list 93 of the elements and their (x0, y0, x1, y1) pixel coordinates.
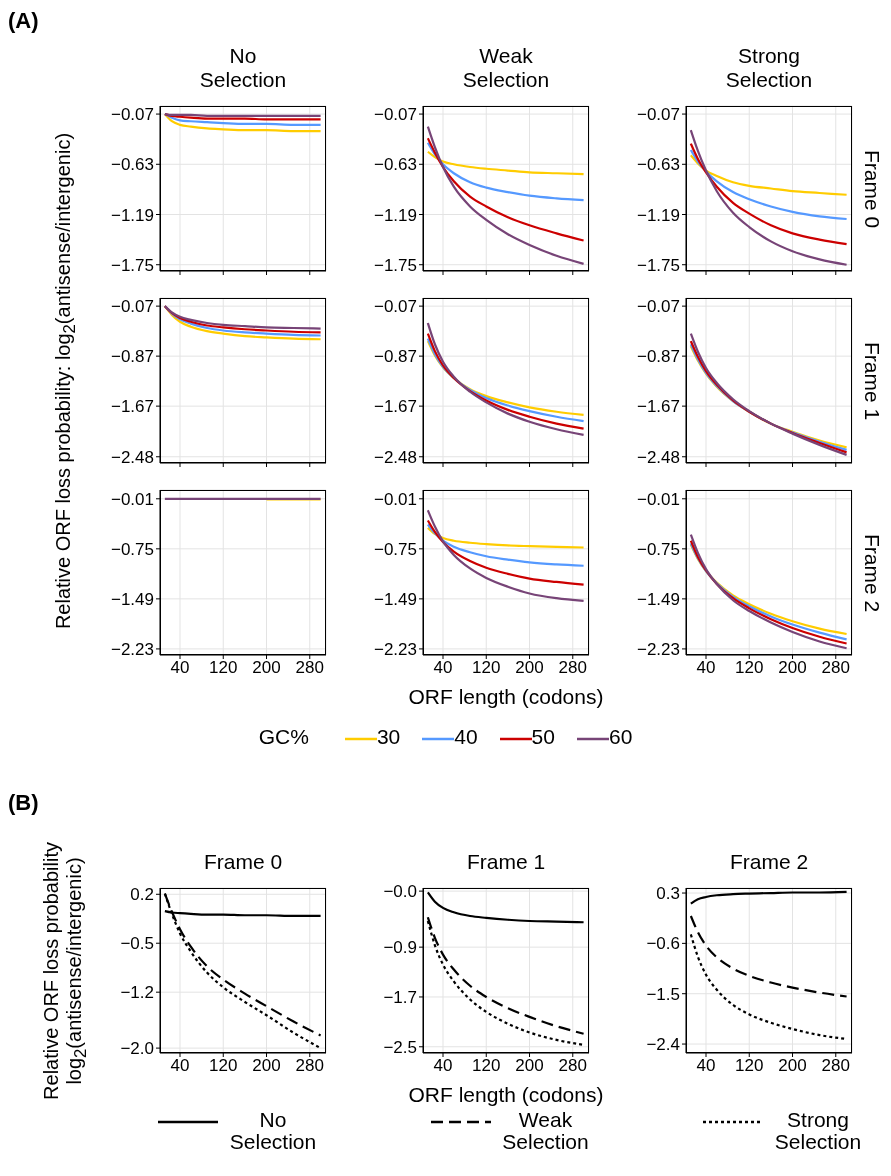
x-axis-title: ORF length (codons) (408, 685, 604, 708)
chart-title: Frame 0 (203, 850, 283, 873)
y-tick-label: −0.75 (110, 539, 154, 559)
legend-label: 60 (608, 725, 633, 748)
x-tick-label: 200 (515, 658, 544, 678)
x-axis-title: ORF length (codons) (408, 1083, 604, 1106)
legend-title: GC% (258, 725, 309, 748)
text: (A) (8, 8, 39, 33)
y-tick-label: −0.07 (636, 105, 680, 125)
y-tick-label: −2.23 (373, 639, 417, 659)
y-tick-label: −0.01 (636, 489, 680, 509)
y-tick-label: −1.49 (110, 589, 154, 609)
x-tick-label: 40 (170, 1056, 190, 1076)
chart-title: No Selection (199, 44, 287, 91)
y-tick-label: −0.87 (373, 347, 417, 367)
chart-title: Frame 2 (729, 850, 809, 873)
y-tick-label: −1.7 (383, 988, 417, 1007)
x-tick-label: 280 (821, 658, 850, 678)
x-tick-label: 40 (433, 1056, 453, 1076)
y-tick-label: −0.63 (373, 155, 417, 175)
y-tick-label: −0.9 (383, 938, 417, 958)
y-tick-label: −1.2 (120, 983, 154, 1003)
x-tick-label: 40 (433, 658, 453, 678)
text: (B) (8, 790, 39, 815)
y-tick-label: −0.87 (636, 347, 680, 367)
y-tick-label: −0.6 (646, 934, 680, 954)
chart-title: Frame 1 (466, 850, 546, 873)
legend-label: No Selection (229, 1108, 317, 1153)
x-tick-label: 120 (472, 1056, 501, 1076)
x-tick-label: 40 (696, 658, 716, 678)
y-tick-label: −2.48 (636, 447, 680, 467)
x-tick-label: 200 (252, 658, 281, 678)
x-tick-label: 40 (170, 658, 190, 678)
x-tick-label: 280 (558, 1056, 587, 1076)
y-tick-label: −1.67 (110, 397, 154, 417)
y-tick-label: −2.23 (110, 639, 154, 659)
x-tick-label: 200 (252, 1056, 281, 1076)
y-tick-label: −0.75 (636, 539, 680, 559)
x-tick-label: 280 (295, 1056, 324, 1076)
y-tick-label: −1.19 (636, 205, 680, 225)
y2-axis-title: Frame 0 (861, 149, 884, 228)
y2-axis-title: Frame 2 (861, 533, 884, 612)
chart-title: Strong Selection (725, 44, 813, 91)
y-tick-label: −0.75 (373, 539, 417, 559)
legend-label: 40 (454, 725, 478, 748)
y-tick-label: −0.0 (383, 882, 417, 902)
y-tick-label: −1.75 (373, 255, 417, 275)
x-tick-label: 200 (515, 1056, 544, 1076)
y-tick-label: −0.87 (110, 347, 154, 367)
y-tick-label: −0.01 (110, 489, 154, 509)
y-tick-label: −1.67 (636, 397, 680, 417)
y-tick-label: −1.75 (110, 255, 154, 275)
x-tick-label: 120 (209, 1056, 238, 1076)
x-tick-label: 40 (696, 1056, 716, 1076)
legend-label: 30 (376, 725, 401, 748)
y-tick-label: −2.48 (373, 447, 417, 467)
y-tick-label: −2.0 (120, 1039, 154, 1059)
y-tick-label: −0.07 (373, 297, 417, 317)
y-tick-label: −1.49 (373, 589, 417, 609)
y-tick-label: −2.23 (636, 639, 680, 659)
x-tick-label: 120 (735, 1056, 764, 1076)
x-tick-label: 280 (821, 1056, 850, 1076)
legend-label: Strong Selection (774, 1108, 862, 1153)
y-tick-label: −0.07 (110, 297, 154, 317)
y-tick-label: −1.49 (636, 589, 680, 609)
x-tick-label: 280 (295, 658, 324, 678)
y-tick-label: −0.07 (110, 105, 154, 125)
x-tick-label: 120 (209, 658, 238, 678)
x-tick-label: 200 (778, 1056, 807, 1076)
y-tick-label: −0.07 (636, 297, 680, 317)
y-tick-label: −0.5 (120, 934, 154, 954)
x-tick-label: 280 (558, 658, 587, 678)
legend-label: Weak Selection (502, 1108, 589, 1153)
y-tick-label: −0.63 (110, 155, 154, 175)
y-tick-label: 0.2 (130, 885, 154, 905)
y-tick-label: −1.19 (373, 205, 417, 225)
y-tick-label: 0.3 (656, 884, 680, 904)
x-tick-label: 120 (735, 658, 764, 678)
y-tick-label: −0.07 (373, 105, 417, 125)
y-tick-label: −0.01 (373, 489, 417, 509)
y-tick-label: −2.48 (110, 447, 154, 467)
legend-label: 50 (531, 725, 555, 748)
y-tick-label: −1.5 (646, 984, 680, 1004)
y-tick-label: −0.63 (636, 155, 680, 175)
y-tick-label: −2.5 (383, 1037, 417, 1057)
y-tick-label: −1.75 (636, 255, 680, 275)
y-tick-label: −1.67 (373, 397, 417, 417)
y2-axis-title: Frame 1 (861, 341, 884, 420)
y-tick-label: −1.19 (110, 205, 154, 225)
x-tick-label: 200 (778, 658, 807, 678)
x-tick-label: 120 (472, 658, 501, 678)
y-tick-label: −2.4 (646, 1035, 680, 1055)
chart-title: Weak Selection (462, 44, 550, 91)
